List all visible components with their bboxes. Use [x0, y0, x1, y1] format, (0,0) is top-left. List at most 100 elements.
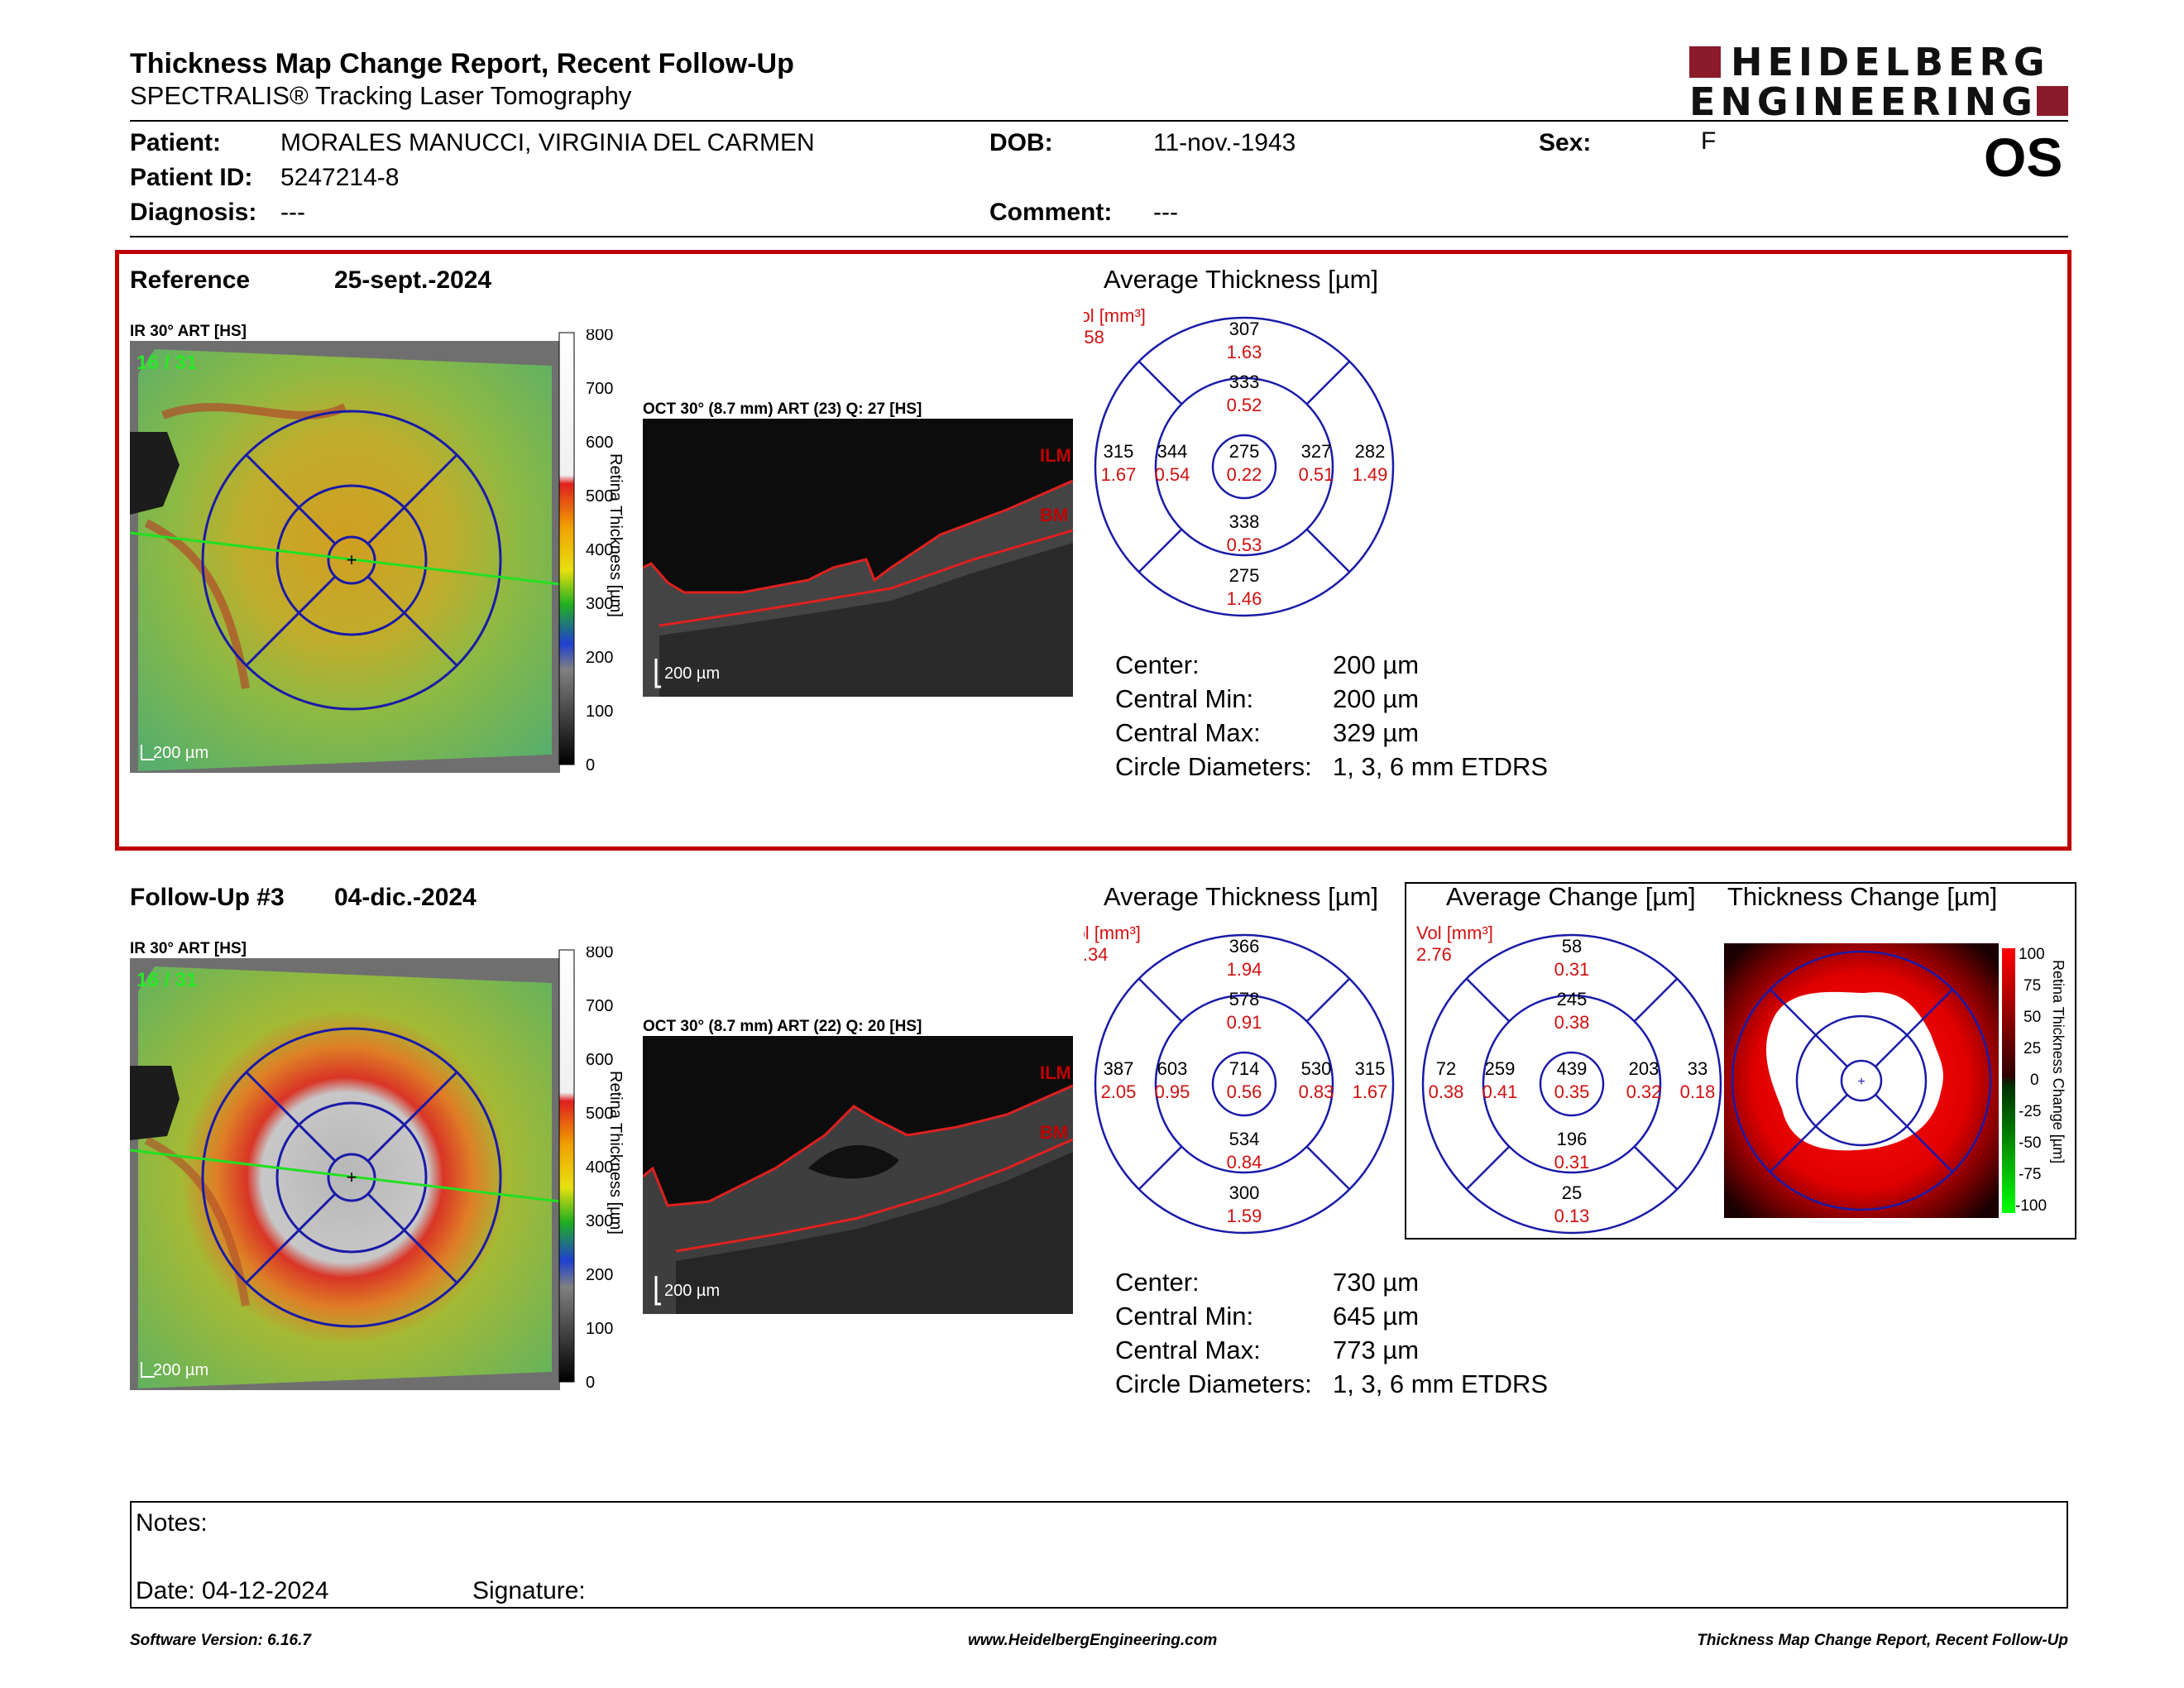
- inner-temporal-volume: 0.95: [1155, 1081, 1190, 1102]
- svg-text:+: +: [1857, 1075, 1865, 1089]
- stat-center-label: Center:: [1115, 650, 1200, 679]
- inner-superior-volume: 0.91: [1227, 1012, 1262, 1033]
- stat-central-min-value: 645 µm: [1333, 1302, 1420, 1331]
- logo-square-icon: [1689, 46, 1721, 78]
- change-colorbar-tick: 50: [2024, 1009, 2041, 1026]
- center-value: 275: [1229, 441, 1260, 462]
- outer-nasal-value: 315: [1355, 1058, 1386, 1079]
- logo-engineering: ENGINEERING: [1689, 79, 2038, 124]
- inner-superior-volume: 0.52: [1227, 395, 1262, 415]
- patient-id: 5247214-8: [280, 164, 400, 191]
- report-title: Thickness Map Change Report, Recent Foll…: [130, 48, 794, 79]
- colorbar-tick: 500: [586, 487, 613, 506]
- oct-label: OCT 30° (8.7 mm) ART (22) Q: 20 [HS]: [643, 1018, 922, 1035]
- stat-central-max-label: Central Max:: [1115, 1336, 1261, 1364]
- vol-label: Vol [mm³]: [1084, 923, 1141, 943]
- stat-circle-diameters-value: 1, 3, 6 mm ETDRS: [1333, 752, 1549, 781]
- avg-thickness-title: Average Thickness [µm]: [1104, 882, 1379, 911]
- colorbar-tick: 700: [586, 997, 613, 1015]
- colorbar-tick: 600: [586, 1051, 613, 1069]
- thickness-change-title: Thickness Change [µm]: [1727, 882, 1998, 911]
- change-inner-nasal-volume: 0.32: [1626, 1081, 1662, 1102]
- outer-nasal-volume: 1.67: [1353, 1081, 1388, 1102]
- center-value: 714: [1229, 1058, 1260, 1079]
- bm-label: BM: [1040, 1122, 1068, 1143]
- stat-central-min-label: Central Min:: [1115, 684, 1254, 713]
- change-outer-inferior-value: 25: [1562, 1182, 1582, 1203]
- inner-nasal-volume: 0.51: [1299, 464, 1334, 485]
- inner-nasal-volume: 0.83: [1299, 1081, 1334, 1102]
- inner-temporal-volume: 0.54: [1155, 464, 1190, 485]
- stat-central-max-value: 329 µm: [1333, 718, 1420, 747]
- inner-nasal-value: 327: [1301, 441, 1332, 462]
- notes-label: Notes:: [136, 1509, 208, 1537]
- etdrs-change-grid: Vol [mm³] 2.76 58 0.31 245 0.38 72 0.38 …: [1416, 923, 1722, 1235]
- stat-circle-diameters-label: Circle Diameters:: [1115, 1369, 1312, 1398]
- ilm-label: ILM: [1040, 445, 1071, 466]
- center-volume: 0.56: [1227, 1081, 1262, 1102]
- change-vol-total: 2.76: [1416, 944, 1452, 965]
- outer-temporal-value: 315: [1104, 441, 1134, 462]
- outer-nasal-value: 282: [1355, 441, 1386, 462]
- change-outer-temporal-volume: 0.38: [1429, 1081, 1464, 1102]
- dob-value: 11-nov.-1943: [1153, 129, 1296, 156]
- sex-label: Sex:: [1539, 129, 1592, 156]
- thickness-colorbar: 800 700 600 500 400 300 200 100 0 Retina…: [558, 947, 625, 1392]
- svg-text:+: +: [347, 549, 357, 570]
- outer-inferior-value: 275: [1229, 565, 1260, 586]
- stat-central-min-label: Central Min:: [1115, 1302, 1254, 1331]
- bm-label: BM: [1040, 505, 1068, 525]
- change-inner-nasal-value: 203: [1629, 1058, 1660, 1079]
- outer-superior-value: 366: [1229, 936, 1260, 957]
- sex-value: F: [1701, 127, 1717, 155]
- footer-software-version: Software Version: 6.16.7: [130, 1632, 311, 1649]
- change-inner-temporal-value: 259: [1485, 1058, 1516, 1079]
- vol-total: 8.58: [1084, 327, 1104, 348]
- patient-name: MORALES MANUCCI, VIRGINIA DEL CARMEN: [280, 129, 815, 156]
- change-colorbar-tick: 100: [2019, 946, 2045, 963]
- etdrs-thickness-grid: Vol [mm³] 11.34 366 1.94 578 0.91 387 2.…: [1084, 923, 1395, 1235]
- reference-section-frame: [115, 250, 2071, 851]
- change-inner-temporal-volume: 0.41: [1482, 1081, 1518, 1102]
- colorbar-tick: 100: [586, 1320, 613, 1338]
- patient-id-label: Patient ID:: [130, 164, 253, 191]
- comment-value: ---: [1153, 199, 1178, 226]
- outer-temporal-volume: 1.67: [1101, 464, 1137, 485]
- colorbar-tick: 400: [586, 541, 613, 559]
- ir-scale: 200 µm: [153, 744, 208, 762]
- avg-thickness-title: Average Thickness [µm]: [1104, 265, 1379, 294]
- stat-circle-diameters-label: Circle Diameters:: [1115, 752, 1312, 781]
- stat-center-value: 200 µm: [1333, 650, 1420, 679]
- ir-label: IR 30° ART [HS]: [130, 323, 247, 340]
- change-outer-superior-value: 58: [1562, 936, 1582, 957]
- colorbar-title: Retina Thickness [µm]: [606, 1071, 625, 1235]
- outer-superior-volume: 1.63: [1227, 342, 1262, 362]
- change-vol-label: Vol [mm³]: [1416, 923, 1493, 943]
- avg-change-title: Average Change [µm]: [1446, 882, 1696, 911]
- ilm-label: ILM: [1040, 1062, 1071, 1083]
- colorbar-tick: 0: [586, 756, 595, 774]
- stat-central-max-value: 773 µm: [1333, 1336, 1420, 1364]
- change-colorbar-tick: -50: [2019, 1134, 2041, 1152]
- stat-center-label: Center:: [1115, 1268, 1200, 1297]
- oct-bscan-image: ILM BM 200 µm: [643, 1036, 1073, 1314]
- outer-temporal-value: 387: [1104, 1058, 1134, 1079]
- colorbar-tick: 300: [586, 1212, 613, 1230]
- change-outer-nasal-volume: 0.18: [1680, 1081, 1716, 1102]
- colorbar-title: Retina Thickness [µm]: [606, 453, 625, 617]
- outer-inferior-volume: 1.59: [1227, 1206, 1262, 1226]
- ir-thickness-map: + 16 / 31 200 µm: [130, 341, 560, 773]
- oct-scale: 200 µm: [664, 664, 720, 683]
- signature-label: Signature:: [472, 1577, 586, 1604]
- inner-inferior-volume: 0.53: [1227, 535, 1262, 555]
- oct-label: OCT 30° (8.7 mm) ART (23) Q: 27 [HS]: [643, 400, 922, 418]
- followup-date: 04-dic.-2024: [334, 884, 477, 911]
- colorbar-tick: 200: [586, 1266, 613, 1284]
- eye-indicator: OS: [1984, 127, 2063, 188]
- followup-label: Follow-Up #3: [130, 884, 285, 911]
- colorbar-tick: 800: [586, 947, 613, 961]
- change-colorbar-title: Retina Thickness Change [µm]: [2050, 960, 2067, 1163]
- change-center-value: 439: [1557, 1058, 1588, 1079]
- stat-central-min-value: 200 µm: [1333, 684, 1420, 713]
- ir-counter: 16 / 31: [136, 352, 197, 374]
